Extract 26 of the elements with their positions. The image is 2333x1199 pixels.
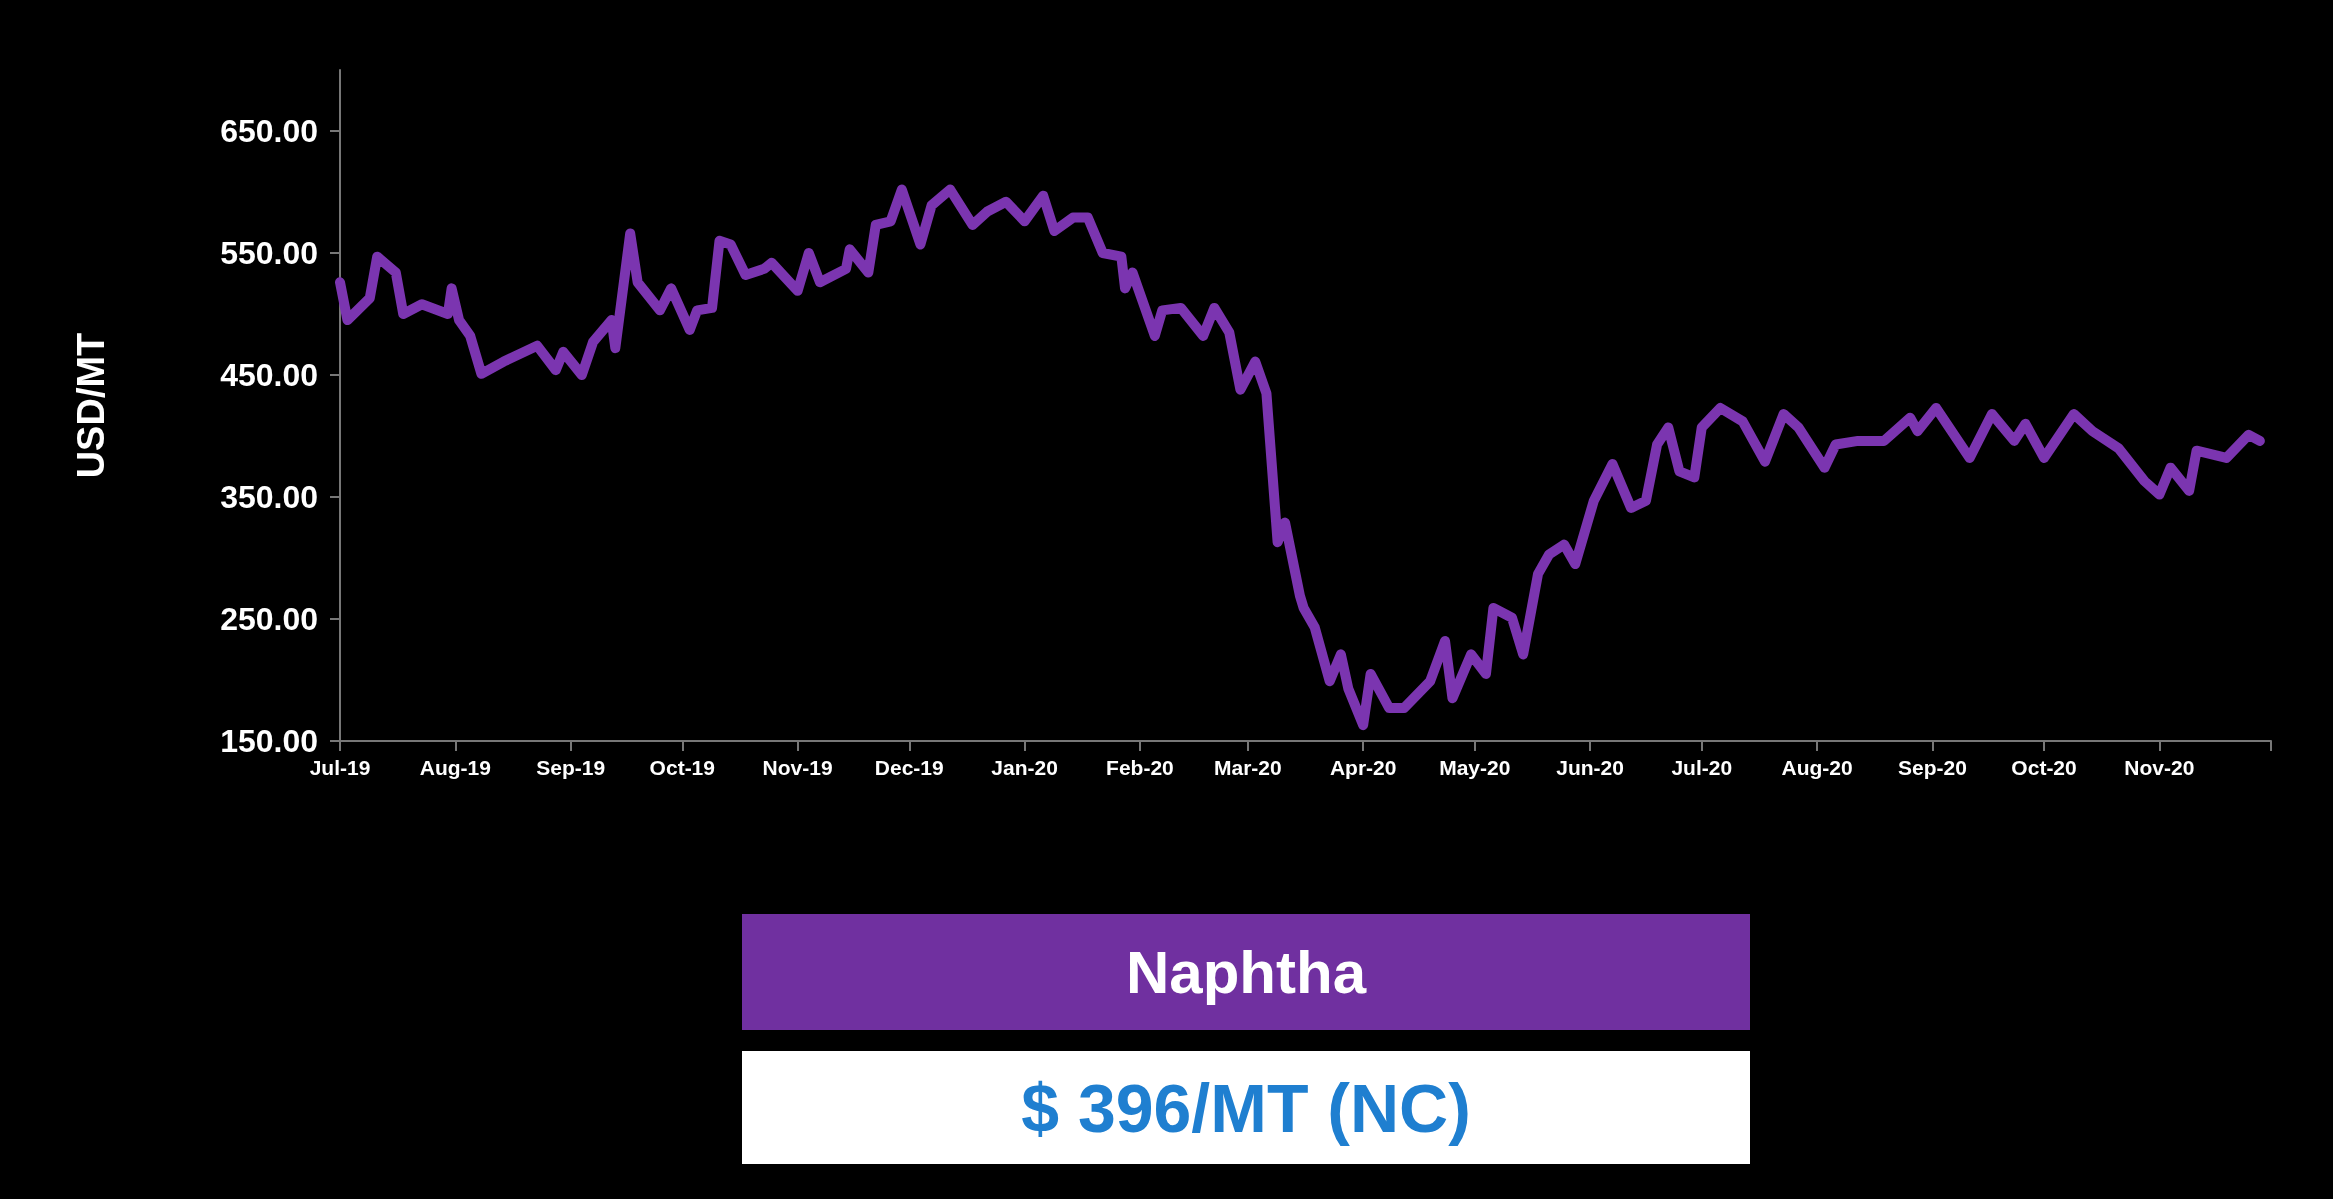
y-tick-label: 550.00	[220, 235, 318, 271]
x-tick-label: Feb-20	[1106, 756, 1174, 779]
x-tick-label: Mar-20	[1213, 756, 1282, 779]
y-tick-label: 650.00	[220, 113, 318, 149]
x-tick-label: Aug-20	[1781, 756, 1853, 779]
x-tick-label: Oct-19	[649, 756, 715, 779]
x-tick-label: Sep-20	[1897, 756, 1967, 779]
x-tick-label: Jun-20	[1556, 756, 1624, 779]
y-tick-label: 350.00	[220, 479, 318, 515]
x-tick-label: Jul-20	[1671, 756, 1733, 779]
y-axis-title: USD/MT	[70, 332, 112, 479]
x-tick-label: Dec-19	[874, 756, 944, 779]
x-tick-label: Jul-19	[309, 756, 371, 779]
text: Naphtha	[1126, 938, 1367, 1006]
x-tick-label: Jan-20	[991, 756, 1058, 779]
x-tick-label: Nov-19	[762, 756, 833, 779]
y-tick-label: 250.00	[220, 601, 318, 637]
x-tick-label: Nov-20	[2124, 756, 2195, 779]
text: $ 396/MT (NC)	[1021, 1070, 1471, 1146]
x-tick-label: Apr-20	[1329, 756, 1397, 779]
x-tick-label: Oct-20	[2011, 756, 2077, 779]
y-tick-label: 150.00	[220, 723, 318, 759]
x-tick-label: May-20	[1439, 756, 1511, 779]
x-tick-label: Sep-19	[536, 756, 606, 779]
y-tick-label: 450.00	[220, 357, 318, 393]
x-tick-label: Aug-19	[419, 756, 491, 779]
